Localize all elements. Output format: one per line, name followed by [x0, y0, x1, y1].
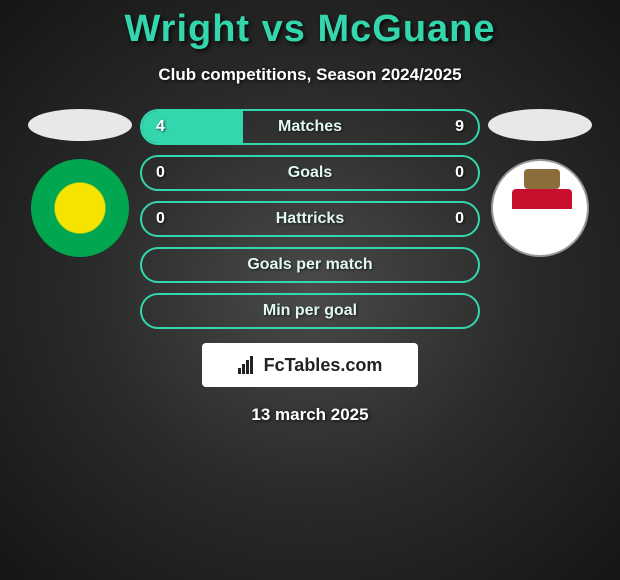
- stat-value-right: 0: [455, 164, 464, 182]
- stat-row: Goals per match: [140, 247, 480, 283]
- brand-watermark[interactable]: FcTables.com: [202, 343, 418, 387]
- player1-column: [20, 109, 140, 257]
- player2-avatar-placeholder: [488, 109, 592, 141]
- stat-value-right: 9: [455, 118, 464, 136]
- stat-label: Hattricks: [276, 210, 344, 228]
- date-label: 13 march 2025: [0, 405, 620, 425]
- stat-row: 0 Goals 0: [140, 155, 480, 191]
- stat-value-left: 0: [156, 210, 165, 228]
- stat-value-left: 0: [156, 164, 165, 182]
- stat-row: Min per goal: [140, 293, 480, 329]
- stat-label: Min per goal: [263, 302, 357, 320]
- stat-label: Matches: [278, 118, 342, 136]
- stat-label: Goals per match: [247, 256, 372, 274]
- player2-club-badge: [491, 159, 589, 257]
- stat-label: Goals: [288, 164, 332, 182]
- player2-column: [480, 109, 600, 257]
- page-title: Wright vs McGuane: [0, 0, 620, 51]
- stat-row: 0 Hattricks 0: [140, 201, 480, 237]
- stat-value-right: 0: [455, 210, 464, 228]
- player1-avatar-placeholder: [28, 109, 132, 141]
- stat-row: 4 Matches 9: [140, 109, 480, 145]
- brand-text: FcTables.com: [264, 355, 383, 376]
- stats-list: 4 Matches 9 0 Goals 0 0 Hattricks 0 Goals per mat…: [140, 109, 480, 329]
- chart-icon: [238, 356, 260, 374]
- stat-value-left: 4: [156, 118, 165, 136]
- subtitle: Club competitions, Season 2024/2025: [0, 65, 620, 85]
- comparison-panel: 4 Matches 9 0 Goals 0 0 Hattricks 0 Goals per mat…: [0, 109, 620, 329]
- player1-club-badge: [31, 159, 129, 257]
